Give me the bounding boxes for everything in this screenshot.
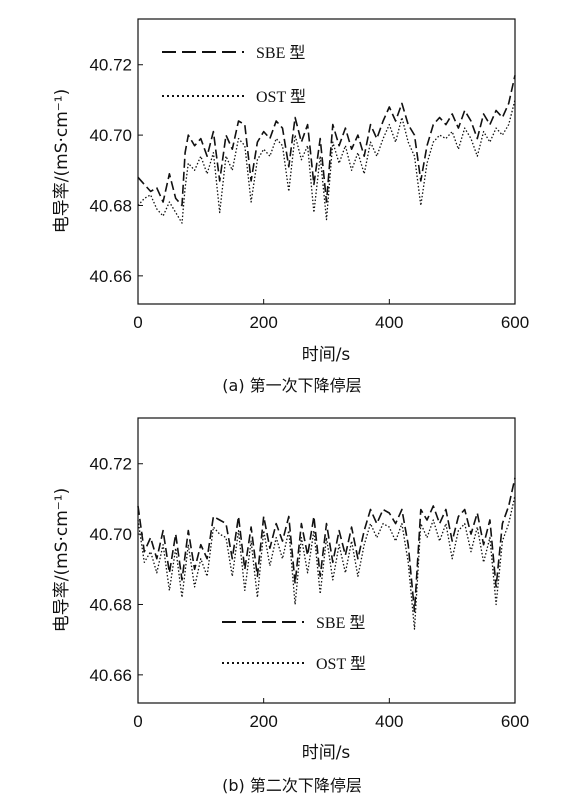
x-axis-label-b: 时间/s bbox=[302, 743, 351, 763]
x-tick-label: 0 bbox=[133, 712, 142, 731]
x-tick-label: 200 bbox=[249, 313, 277, 332]
series-line-ost-b bbox=[137, 495, 516, 630]
plot-frame-a bbox=[137, 18, 516, 305]
legend-b: SBE 型 OST 型 bbox=[222, 614, 366, 673]
caption-b: (b) 第二次下降停层 bbox=[222, 776, 362, 795]
legend-label-sbe: SBE 型 bbox=[256, 44, 305, 62]
y-axis-label-a: 电导率/(mS·cm⁻¹) bbox=[52, 89, 72, 233]
chart-panel-b: 0 200 400 600 40.66 40.68 40.70 40.72 SBE 型 OS… bbox=[52, 417, 529, 795]
series-line-sbe-a bbox=[137, 75, 516, 207]
legend-a: SBE 型 OST 型 bbox=[162, 44, 306, 106]
series-line-sbe-b bbox=[137, 477, 516, 613]
x-tick-label: 0 bbox=[133, 313, 142, 332]
legend-label-ost: OST 型 bbox=[316, 655, 366, 673]
y-tick-label: 40.68 bbox=[89, 595, 132, 614]
y-tick-label: 40.66 bbox=[89, 666, 132, 685]
x-tick-label: 600 bbox=[501, 712, 529, 731]
x-tick-label: 400 bbox=[375, 712, 403, 731]
legend-label-ost: OST 型 bbox=[256, 88, 306, 106]
chart-panel-a: 0 200 400 600 40.66 40.68 40.70 40.72 SBE 型 OS… bbox=[52, 18, 529, 395]
legend-label-sbe: SBE 型 bbox=[316, 614, 365, 632]
y-tick-label: 40.70 bbox=[89, 126, 132, 145]
caption-a: (a) 第一次下降停层 bbox=[222, 376, 361, 395]
y-tick-label: 40.68 bbox=[89, 196, 132, 215]
y-tick-label: 40.72 bbox=[89, 455, 132, 474]
y-tick-label: 40.70 bbox=[89, 525, 132, 544]
y-tick-label: 40.72 bbox=[89, 56, 132, 75]
x-tick-label: 600 bbox=[501, 313, 529, 332]
x-axis-label-a: 时间/s bbox=[302, 345, 351, 365]
series-line-ost-a bbox=[137, 99, 516, 224]
x-tick-label: 200 bbox=[249, 712, 277, 731]
y-tick-label: 40.66 bbox=[89, 267, 132, 286]
y-axis-label-b: 电导率/(mS·cm⁻¹) bbox=[52, 488, 72, 632]
x-tick-label: 400 bbox=[375, 313, 403, 332]
plot-frame-b bbox=[137, 417, 516, 704]
